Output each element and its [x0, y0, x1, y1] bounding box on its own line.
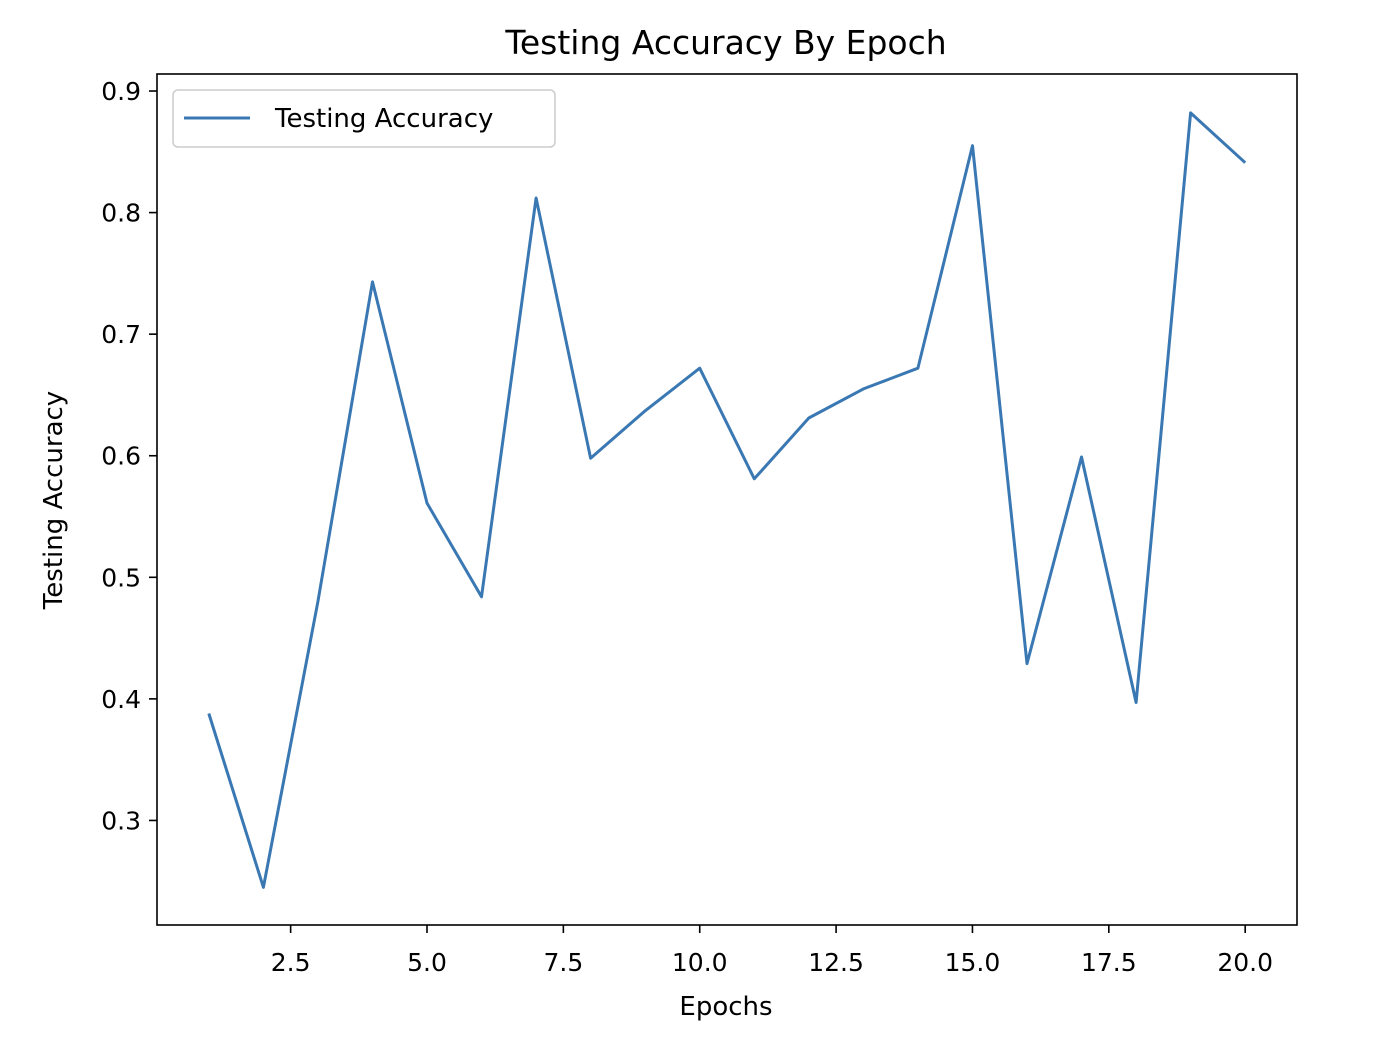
- x-tick-label: 12.5: [808, 948, 864, 977]
- y-axis: 0.3 0.4 0.5 0.6 0.7 0.8 0.9: [101, 77, 157, 835]
- x-tick-label: 17.5: [1081, 948, 1137, 977]
- y-axis-label: Testing Accuracy: [39, 391, 69, 610]
- y-tick-label: 0.4: [101, 685, 141, 714]
- y-tick-label: 0.7: [101, 320, 141, 349]
- series-line: [207, 111, 1247, 889]
- y-tick-label: 0.9: [101, 77, 141, 106]
- x-tick-label: 5.0: [407, 948, 447, 977]
- series-layer: [207, 111, 1247, 889]
- x-tick-label: 15.0: [945, 948, 1001, 977]
- x-tick-label: 7.5: [543, 948, 583, 977]
- y-tick-label: 0.6: [101, 442, 141, 471]
- y-tick-label: 0.3: [101, 806, 141, 835]
- legend-frame: [172, 89, 556, 148]
- x-tick-label: 10.0: [672, 948, 728, 977]
- chart-title: Testing Accuracy By Epoch: [504, 23, 946, 62]
- x-tick-label: 2.5: [271, 948, 311, 977]
- legend-entry: Testing Accuracy: [274, 104, 493, 134]
- y-tick-label: 0.5: [101, 563, 141, 592]
- x-tick-label: 20.0: [1217, 948, 1273, 977]
- x-axis-label: Epochs: [679, 992, 772, 1022]
- y-tick-label: 0.8: [101, 199, 141, 228]
- plot-area-frame: [156, 73, 1298, 926]
- legend: Testing Accuracy: [172, 89, 556, 148]
- x-axis: 2.5 5.0 7.5 10.0 12.5 15.0 17.5 20.0: [271, 925, 1273, 977]
